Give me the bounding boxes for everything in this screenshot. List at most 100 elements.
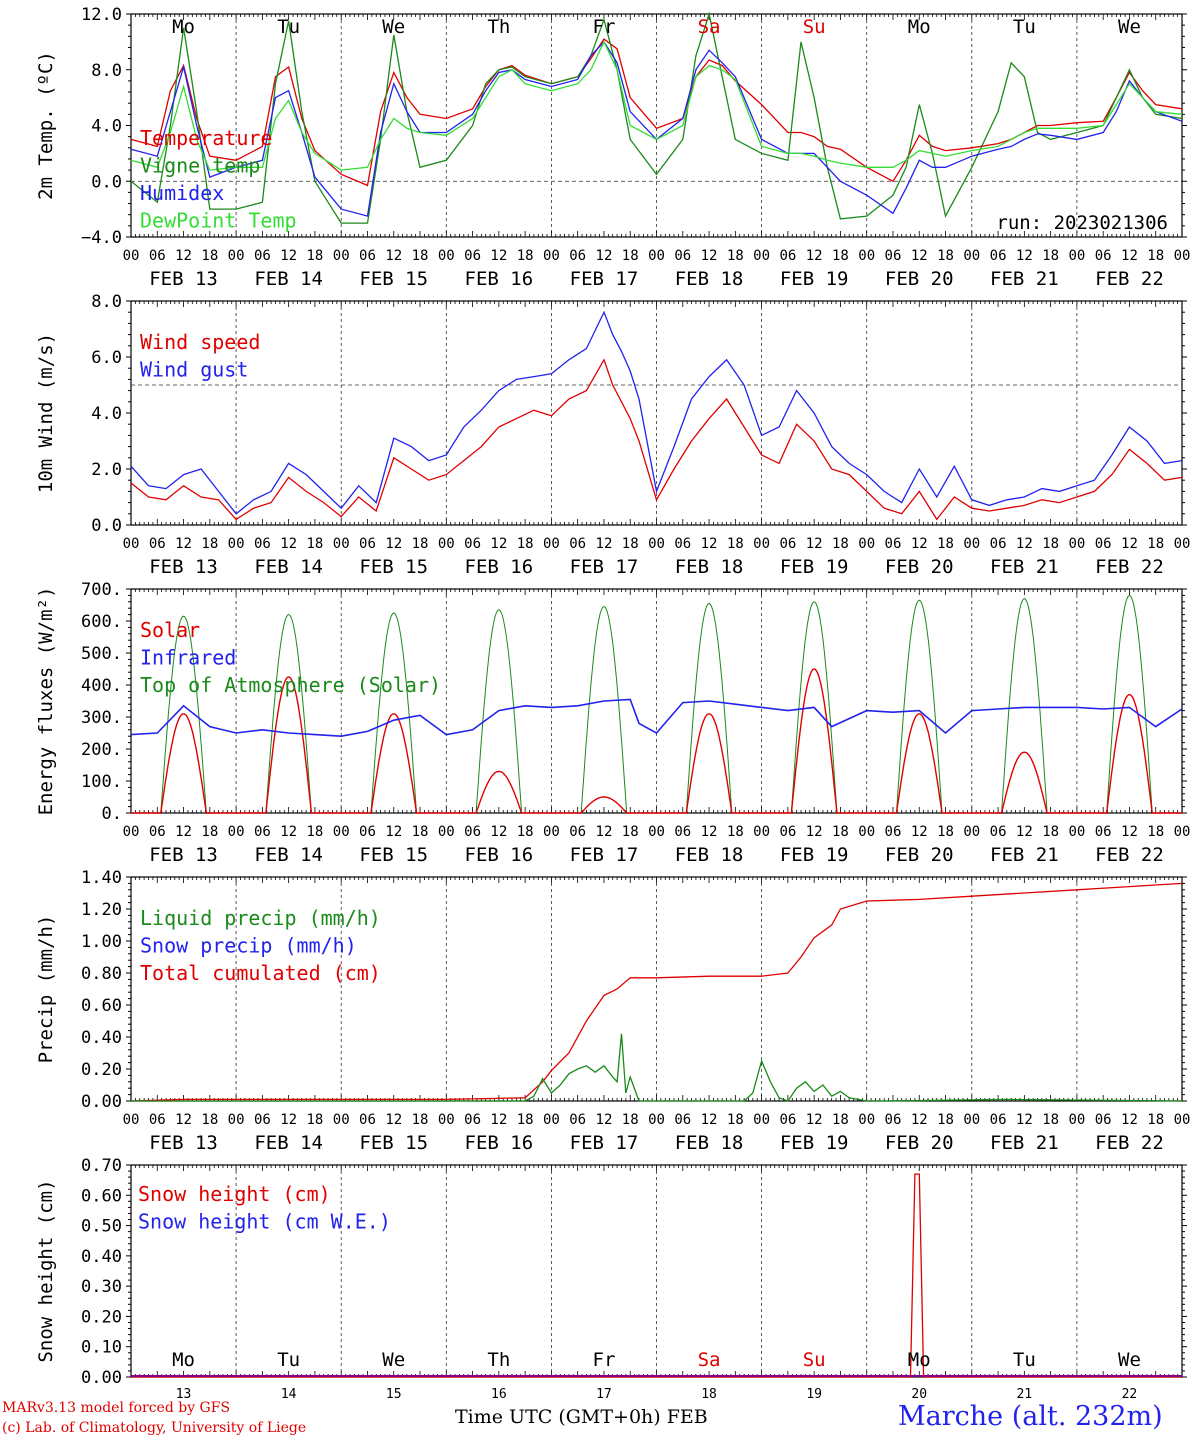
date-label: FEB 20 [885,268,954,290]
hour-label: 18 [306,536,323,552]
y-tick-label: 2.0 [91,460,122,480]
date-label: FEB 20 [885,1132,954,1154]
hour-label: 06 [1095,248,1112,264]
hour-label: 06 [885,1112,902,1128]
hour-label: 12 [385,248,402,264]
date-label: FEB 13 [149,556,218,578]
hour-label: 06 [149,824,166,840]
date-label: FEB 19 [780,1132,849,1154]
hour-label: 18 [306,248,323,264]
hour-label: 00 [858,1112,875,1128]
hour-label: 00 [438,248,455,264]
y-tick-label: 400. [81,676,122,696]
hour-label: 00 [543,824,560,840]
hour-label: 18 [832,536,849,552]
hour-label: 06 [779,248,796,264]
hour-label: 06 [254,824,271,840]
hour-label: 18 [201,1112,218,1128]
hour-label: 12 [385,1112,402,1128]
hour-label: 06 [990,536,1007,552]
hour-label: 00 [438,1112,455,1128]
hour-label: 00 [123,1112,140,1128]
date-label: FEB 16 [465,844,534,866]
y-tick-label: −4.0 [81,228,122,248]
hour-label: 00 [963,824,980,840]
solar-line [341,713,447,814]
solar-line [761,668,867,814]
series-wind-gust [130,310,1183,515]
y-axis-label: 10m Wind (m/s) [35,333,57,493]
hour-label: 12 [175,824,192,840]
day-letter: Tu [277,1349,300,1371]
hour-label: 00 [753,1112,770,1128]
y-tick-label: 600. [81,612,122,632]
hour-label: 06 [464,824,481,840]
day-letter: Tu [277,16,300,38]
series-vigne-temp [130,11,1183,224]
hour-label: 18 [1042,536,1059,552]
y-tick-label: 0.40 [81,1247,122,1267]
solar-line [971,751,1077,814]
hour-label: 18 [201,824,218,840]
hour-label: 00 [1068,248,1085,264]
hour-label: 18 [1147,1112,1164,1128]
hour-label: 18 [1147,824,1164,840]
station-name: Marche (alt. 232m) [898,1401,1163,1432]
y-tick-label: 700. [81,580,122,600]
hour-label: 12 [1016,824,1033,840]
hour-label: 06 [674,1112,691,1128]
panel-precip: 0.00 0.20 0.40 0.60 0.80 1.00 1.20 1.40 Precip (… [35,868,1190,1154]
hour-label: 06 [149,1112,166,1128]
hour-label: 12 [175,536,192,552]
hour-label: 06 [885,824,902,840]
hour-label: 06 [990,1112,1007,1128]
day-letter: Mo [908,1349,931,1371]
date-label: FEB 18 [675,844,744,866]
date-label: FEB 20 [885,556,954,578]
y-tick-label: 4.0 [91,117,122,137]
date-label: FEB 16 [465,1132,534,1154]
hour-label: 18 [937,824,954,840]
hour-label: 12 [280,824,297,840]
toa-solar-line [971,598,1077,814]
y-tick-label: 0.0 [91,516,122,536]
day-letter: Sa [698,1349,721,1371]
hour-label: 18 [517,536,534,552]
date-label: FEB 14 [254,844,323,866]
hour-label: 00 [753,536,770,552]
legend-entry: Snow precip (mm/h) [140,934,357,958]
hour-label: 06 [464,248,481,264]
hour-label: 00 [1068,536,1085,552]
hour-label: 12 [701,824,718,840]
hour-label: 12 [490,824,507,840]
hour-label: 00 [1174,1112,1191,1128]
hour-label: 18 [832,1112,849,1128]
panel-frame [130,588,1183,814]
hour-label: 00 [543,1112,560,1128]
hour-label: 12 [701,248,718,264]
hour-label: 06 [1095,1112,1112,1128]
day-number: 15 [386,1387,402,1402]
hour-label: 00 [333,248,350,264]
y-tick-label: 0.40 [81,1028,122,1048]
hour-label: 00 [228,1112,245,1128]
hour-label: 12 [596,536,613,552]
day-letter: Su [803,1349,826,1371]
hour-label: 12 [596,1112,613,1128]
hour-label: 06 [359,1112,376,1128]
hour-label: 12 [1121,1112,1138,1128]
date-label: FEB 19 [780,556,849,578]
date-label: FEB 21 [990,268,1059,290]
hour-label: 12 [911,248,928,264]
hour-label: 18 [832,248,849,264]
date-label: FEB 17 [570,556,639,578]
date-label: FEB 17 [570,1132,639,1154]
y-tick-label: 500. [81,644,122,664]
y-tick-label: 0.70 [81,1156,122,1176]
date-label: FEB 22 [1095,268,1164,290]
solar-line [656,713,762,814]
date-label: FEB 14 [254,1132,323,1154]
y-axis-label: 2m Temp. (ºC) [35,51,57,200]
series-total-cumulated-cm- [130,882,1183,1102]
hour-label: 18 [412,536,429,552]
